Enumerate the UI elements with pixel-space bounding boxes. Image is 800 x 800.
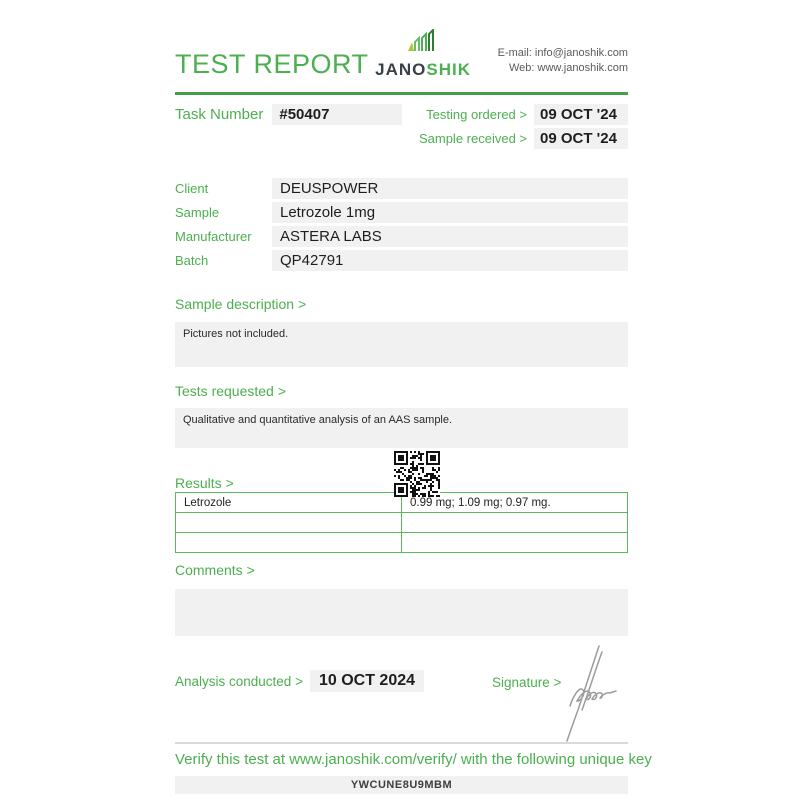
manufacturer-value: ASTERA LABS [272, 226, 628, 247]
analysis-conducted-label: Analysis conducted > [175, 673, 303, 689]
page-title: TEST REPORT [175, 49, 369, 79]
result-substance [175, 532, 402, 553]
header-divider [175, 92, 628, 95]
batch-label: Batch [175, 253, 209, 268]
footer-row: Analysis conducted > 10 OCT 2024 Signatu… [175, 645, 628, 742]
result-value [401, 532, 628, 553]
brand-name-secondary: SHIK [426, 60, 471, 79]
comments-box [175, 589, 628, 636]
contact-email: E-mail: info@janoshik.com [497, 47, 628, 59]
footer-divider [175, 742, 628, 744]
brand-name: JANOSHIK [375, 60, 471, 80]
task-number-group: Task Number #50407 [175, 104, 403, 149]
client-label: Client [175, 181, 209, 196]
signature-label: Signature > [492, 675, 562, 690]
task-number-value: #50407 [272, 104, 403, 125]
verify-key: YWCUNE8U9MBM [175, 776, 628, 794]
client-value: DEUSPOWER [272, 178, 628, 199]
contact-info: E-mail: info@janoshik.com Web: www.janos… [498, 46, 628, 76]
task-row: Task Number #50407 Testing ordered > 09 … [175, 104, 628, 149]
content-area: TEST REPORT JANOSHIK E-mail: info@janosh… [175, 0, 652, 794]
result-substance: Letrozole [175, 492, 402, 513]
results-header: Results > [175, 449, 628, 497]
dates-group: Testing ordered > 09 OCT '24 Sample rece… [419, 104, 628, 149]
sample-received-row: Sample received > 09 OCT '24 [419, 128, 628, 149]
batch-value: QP42791 [272, 250, 628, 271]
contact-web: Web: www.janoshik.com [508, 62, 628, 74]
brand-name-primary: JANO [375, 60, 427, 79]
task-number-label: Task Number [175, 106, 264, 123]
analysis-conducted-date: 10 OCT 2024 [309, 670, 425, 692]
sample-received-label: Sample received > [418, 131, 527, 146]
sample-value: Letrozole 1mg [272, 202, 628, 223]
growth-bars-icon [405, 27, 441, 58]
manufacturer-label: Manufacturer [175, 229, 252, 244]
results-table: Letrozole 0.99 mg; 1.09 mg; 0.97 mg. [175, 492, 628, 553]
table-row [175, 532, 628, 553]
sample-description-box: Pictures not included. [175, 322, 628, 367]
result-substance [175, 512, 402, 533]
testing-ordered-row: Testing ordered > 09 OCT '24 [419, 104, 628, 125]
table-row: Letrozole 0.99 mg; 1.09 mg; 0.97 mg. [175, 492, 628, 513]
header: TEST REPORT JANOSHIK E-mail: info@janosh… [175, 0, 628, 92]
sample-details: Client DEUSPOWER Sample Letrozole 1mg Ma… [175, 178, 628, 271]
result-value [401, 512, 628, 533]
sample-received-date: 09 OCT '24 [534, 128, 628, 149]
detail-row-client: Client DEUSPOWER [175, 178, 628, 199]
table-row [175, 512, 628, 533]
tests-requested-box: Qualitative and quantitative analysis of… [175, 408, 628, 448]
detail-row-manufacturer: Manufacturer ASTERA LABS [175, 226, 628, 247]
detail-row-batch: Batch QP42791 [175, 250, 628, 271]
result-value: 0.99 mg; 1.09 mg; 0.97 mg. [401, 492, 628, 513]
comments-label: Comments > [175, 562, 255, 578]
brand-logo: JANOSHIK [375, 27, 471, 80]
sample-label: Sample [175, 205, 220, 220]
tests-requested-label: Tests requested > [175, 383, 286, 399]
verify-text: Verify this test at www.janoshik.com/ver… [175, 751, 652, 768]
testing-ordered-label: Testing ordered > [426, 107, 527, 122]
qr-code [394, 451, 440, 497]
results-label: Results > [175, 475, 234, 491]
analysis-group: Analysis conducted > 10 OCT 2024 [175, 670, 425, 692]
testing-ordered-date: 09 OCT '24 [534, 104, 628, 125]
signature-scribble [557, 644, 619, 749]
sample-description-label: Sample description > [175, 296, 307, 312]
detail-row-sample: Sample Letrozole 1mg [175, 202, 628, 223]
